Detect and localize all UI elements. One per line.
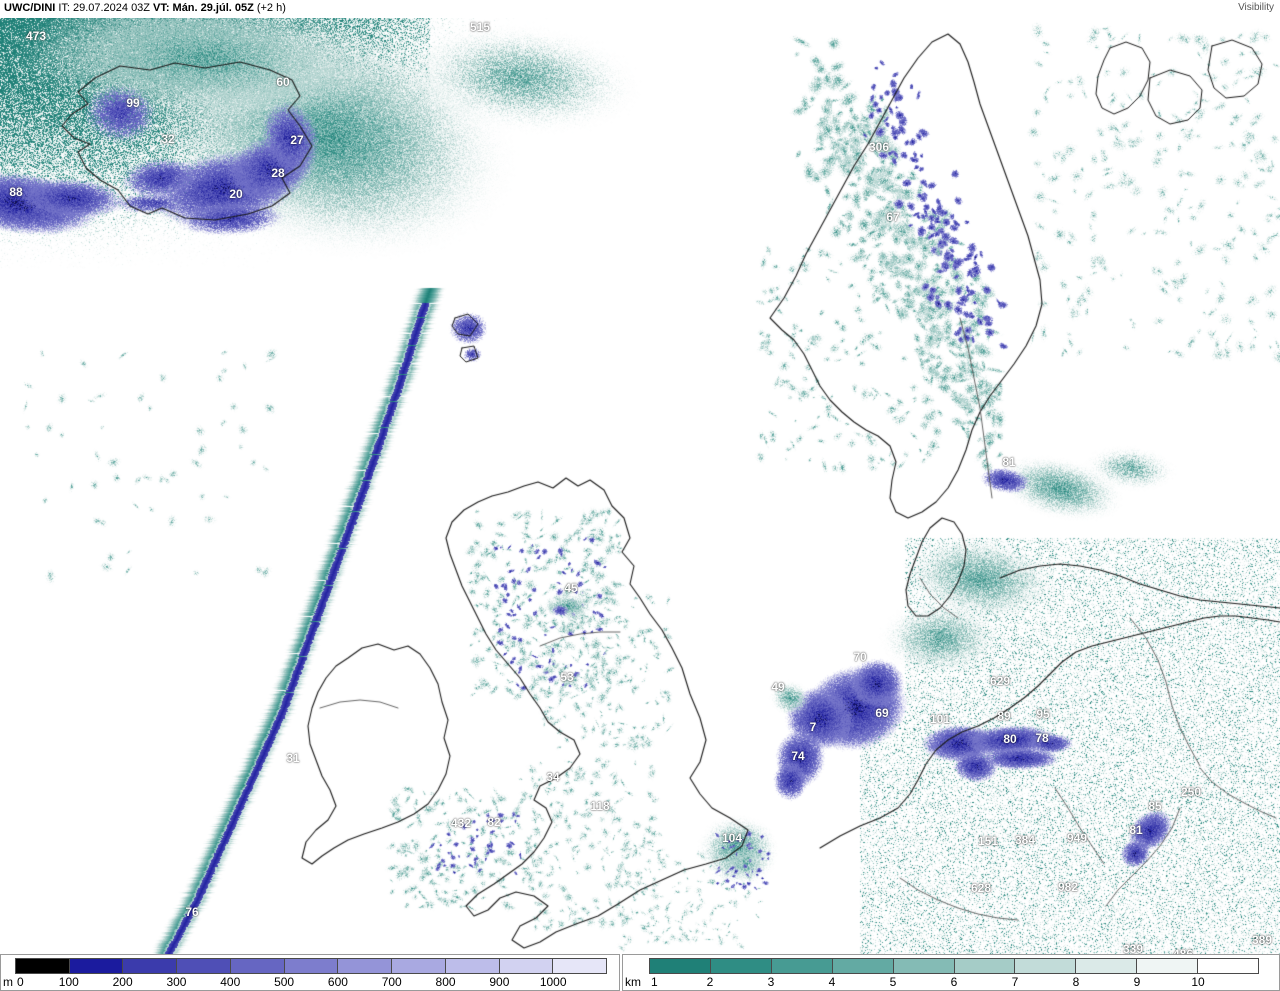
legend-high-visibility: km 1 2 3 4 5 6 7 8 9 10	[622, 954, 1280, 991]
header-bar: UWC/DINI IT: 29.07.2024 03Z VT: Mán. 29.júl.…	[0, 0, 1280, 18]
legend-tick-4: 4	[828, 975, 836, 989]
legend-swatch-3	[832, 959, 894, 973]
legend-swatch-4	[893, 959, 955, 973]
legend-swatch-6	[338, 959, 393, 973]
legend-tick-1000: 1000	[539, 975, 567, 989]
header-left-text: UWC/DINI IT: 29.07.2024 03Z VT: Mán. 29.júl.…	[4, 2, 289, 14]
legend-swatch-1	[69, 959, 124, 973]
legend-swatch-6	[1015, 959, 1077, 973]
init-time: 29.07.2024 03Z	[72, 2, 151, 14]
lead-time: (+2 h)	[256, 2, 286, 14]
init-label: IT:	[58, 2, 70, 14]
legend-tick-100: 100	[58, 975, 79, 989]
legend-low-visibility: m 0 100 200 300 400 500 600 700 800 900 1000	[0, 954, 620, 991]
legend-swatch-3	[177, 959, 231, 973]
legend-low-ticks: 0 100 200 300 400 500 600 700 800 900 1000	[15, 975, 607, 989]
visibility-raster-layer	[0, 18, 1280, 954]
legend-tick-9: 9	[1133, 975, 1141, 989]
legend-swatch-9	[1198, 959, 1259, 973]
valid-time: Mán. 29.júl. 05Z	[172, 2, 254, 14]
model-name: UWC/DINI	[4, 2, 56, 14]
legend-swatch-2	[123, 959, 178, 973]
legend-low-swatches	[15, 958, 607, 974]
legend-swatch-4	[230, 959, 285, 973]
legend-tick-500: 500	[274, 975, 295, 989]
valid-label: VT:	[153, 2, 170, 14]
legend-swatch-7	[392, 959, 446, 973]
legend-high-unit: km	[625, 975, 641, 989]
legend-swatch-1	[710, 959, 772, 973]
legend-tick-900: 900	[489, 975, 510, 989]
legend-swatch-5	[284, 959, 339, 973]
map-viewport[interactable]: 473 60 99 27 32 28 20 88 515 306 67 81 45 53 31 76 432 82…	[0, 18, 1280, 954]
legend-tick-10: 10	[1191, 975, 1205, 989]
legend-swatch-0	[650, 959, 711, 973]
legend-tick-600: 600	[327, 975, 348, 989]
legend-low-unit: m	[3, 975, 13, 989]
legend-swatch-7	[1076, 959, 1138, 973]
legend-high-swatches	[649, 958, 1259, 974]
legend-tick-300: 300	[166, 975, 187, 989]
legend-swatch-2	[771, 959, 833, 973]
legend-tick-400: 400	[220, 975, 241, 989]
parameter-name: Visibility	[1238, 2, 1274, 13]
legend-swatch-8	[445, 959, 500, 973]
legend-tick-700: 700	[381, 975, 402, 989]
legend-tick-800: 800	[435, 975, 456, 989]
legend-tick-6: 6	[950, 975, 958, 989]
legend-swatch-10	[553, 959, 607, 973]
legend-bar: m 0 100 200 300 400 500 600 700 800 900 1000 km 1 2…	[0, 954, 1280, 991]
legend-tick-3: 3	[767, 975, 775, 989]
legend-swatch-8	[1137, 959, 1199, 973]
legend-tick-7: 7	[1011, 975, 1019, 989]
legend-tick-1: 1	[651, 975, 658, 989]
legend-high-ticks: 1 2 3 4 5 6 7 8 9 10	[649, 975, 1259, 989]
legend-swatch-0	[16, 959, 70, 973]
legend-swatch-5	[954, 959, 1016, 973]
legend-tick-0: 0	[17, 975, 24, 989]
legend-tick-8: 8	[1072, 975, 1080, 989]
legend-tick-5: 5	[889, 975, 897, 989]
legend-swatch-9	[499, 959, 554, 973]
legend-tick-2: 2	[706, 975, 714, 989]
legend-tick-200: 200	[112, 975, 133, 989]
